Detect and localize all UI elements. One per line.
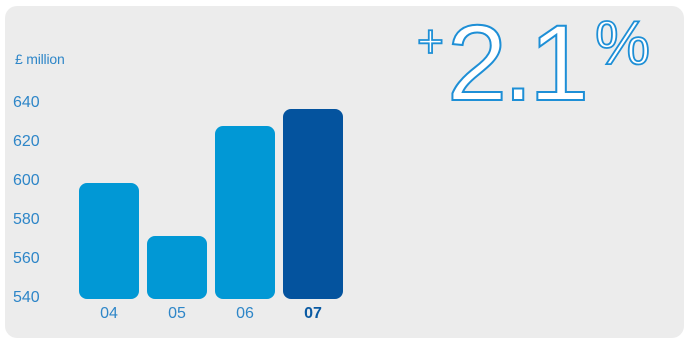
bar-06 bbox=[215, 126, 275, 299]
bar-05 bbox=[147, 235, 207, 299]
change-indicator: + 2.1 % bbox=[417, 2, 651, 110]
y-tick-label: 640 bbox=[13, 94, 40, 111]
change-number: 2.1 bbox=[447, 2, 585, 110]
bar-07 bbox=[283, 108, 343, 299]
y-tick-label: 580 bbox=[13, 211, 40, 228]
y-tick-label: 600 bbox=[13, 172, 40, 189]
x-tick-label: 07 bbox=[304, 305, 322, 322]
unit-label: £ million bbox=[15, 51, 65, 67]
x-tick-label: 05 bbox=[168, 305, 186, 322]
y-tick-label: 620 bbox=[13, 133, 40, 150]
x-tick-label: 06 bbox=[236, 305, 254, 322]
x-tick-label: 04 bbox=[100, 305, 118, 322]
y-tick-label: 560 bbox=[13, 250, 40, 267]
change-sign: + bbox=[417, 15, 444, 67]
y-tick-label: 540 bbox=[13, 289, 40, 306]
bar-04 bbox=[79, 182, 139, 299]
change-percent: % bbox=[595, 9, 650, 78]
